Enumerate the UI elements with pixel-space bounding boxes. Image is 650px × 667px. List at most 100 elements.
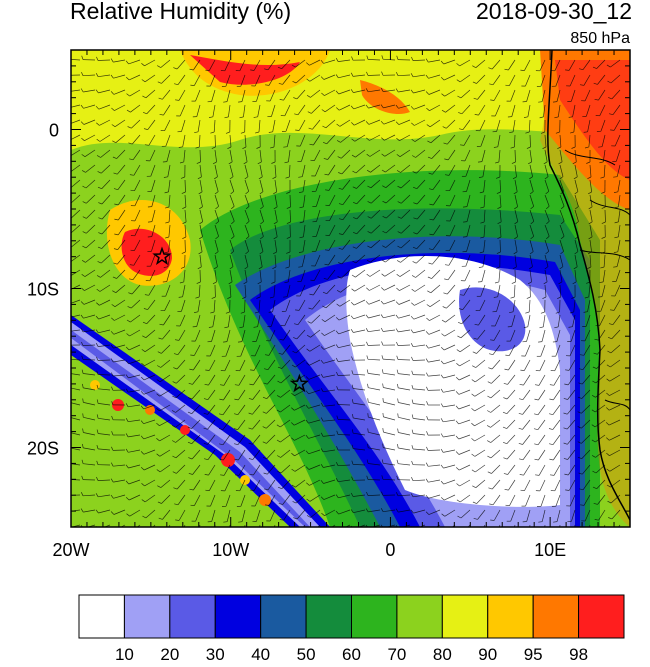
wind-barb bbox=[368, 314, 381, 319]
wind-barb-flag bbox=[554, 116, 559, 119]
wind-barb bbox=[168, 179, 171, 192]
wind-barb-flag bbox=[98, 217, 103, 220]
wind-barb-flag bbox=[204, 458, 209, 461]
wind-barb bbox=[477, 89, 486, 100]
wind-barb bbox=[323, 479, 336, 484]
wind-barb bbox=[368, 329, 381, 333]
wind-barb-flag bbox=[559, 176, 564, 180]
wind-barb bbox=[497, 284, 501, 297]
wind-barb-flag bbox=[588, 221, 593, 225]
wind-barb bbox=[208, 59, 216, 71]
wind-barb bbox=[581, 419, 591, 429]
wind-barb bbox=[356, 179, 366, 189]
wind-barb bbox=[244, 209, 250, 222]
wind-barb-flag bbox=[230, 191, 235, 195]
wind-barb bbox=[238, 374, 246, 386]
wind-barb bbox=[581, 389, 591, 399]
wind-barb-flag bbox=[509, 311, 514, 314]
wind-barb-flag bbox=[80, 328, 84, 333]
wind-barb-flag bbox=[291, 452, 295, 457]
wind-barb bbox=[412, 59, 426, 61]
wind-barb bbox=[134, 194, 141, 206]
wind-barb-flag bbox=[308, 532, 312, 534]
wind-barb bbox=[384, 134, 396, 141]
wind-barb-flag bbox=[380, 300, 384, 305]
wind-barb bbox=[83, 447, 96, 451]
wind-barb bbox=[301, 254, 306, 267]
wind-barb bbox=[514, 134, 516, 148]
wind-barb bbox=[101, 194, 111, 205]
wind-barb bbox=[383, 416, 396, 421]
wind-barb-flag bbox=[579, 84, 584, 86]
wind-barb bbox=[514, 179, 518, 192]
wind-barb-flag bbox=[380, 327, 384, 332]
wind-barb bbox=[83, 299, 96, 305]
wind-barb bbox=[428, 344, 441, 349]
wind-barb bbox=[294, 434, 306, 441]
wind-barb-flag bbox=[189, 488, 194, 491]
wind-barb-flag bbox=[579, 488, 584, 491]
wind-barb-flag bbox=[81, 274, 86, 277]
wind-barb bbox=[458, 419, 471, 425]
wind-barb bbox=[382, 478, 396, 481]
wind-barb bbox=[225, 494, 231, 507]
wind-barb bbox=[383, 104, 396, 109]
wind-barb-flag bbox=[264, 68, 269, 71]
wind-barb bbox=[529, 239, 534, 252]
wind-barb bbox=[595, 449, 606, 458]
wind-barb bbox=[118, 209, 126, 221]
wind-barb bbox=[244, 194, 250, 207]
wind-barb bbox=[267, 59, 276, 71]
wind-barb bbox=[413, 329, 426, 334]
wind-barb bbox=[148, 134, 156, 146]
wind-barb-flag bbox=[429, 218, 434, 221]
wind-barb-flag bbox=[240, 311, 245, 314]
wind-barb-flag bbox=[112, 290, 116, 294]
wind-barb bbox=[459, 464, 471, 471]
wind-barb bbox=[212, 314, 216, 327]
wind-barb-flag bbox=[471, 393, 476, 397]
wind-barb bbox=[115, 134, 126, 143]
wind-barb bbox=[308, 374, 321, 380]
wind-barb bbox=[540, 74, 546, 87]
wind-barb bbox=[266, 404, 276, 414]
wind-barb bbox=[383, 509, 396, 513]
wind-barb-flag bbox=[211, 146, 216, 149]
wind-barb-flag bbox=[208, 116, 213, 118]
wind-barb-flag bbox=[113, 188, 118, 191]
wind-barb bbox=[481, 269, 486, 282]
wind-barb-flag bbox=[254, 537, 258, 538]
wind-barb-flag bbox=[367, 216, 372, 219]
wind-barb bbox=[354, 134, 366, 142]
wind-barb-flag bbox=[426, 431, 429, 436]
wind-barb bbox=[222, 419, 231, 430]
wind-barb bbox=[493, 329, 501, 341]
wind-barb bbox=[483, 209, 486, 223]
wind-barb bbox=[214, 134, 216, 148]
wind-barb-flag bbox=[67, 274, 70, 277]
wind-barb bbox=[326, 284, 336, 294]
wind-barb-flag bbox=[587, 266, 592, 270]
wind-barb bbox=[328, 179, 336, 191]
wind-barb bbox=[228, 104, 231, 117]
wind-barb bbox=[284, 314, 291, 326]
wind-barb-flag bbox=[539, 116, 544, 119]
wind-barb bbox=[146, 314, 156, 324]
wind-barb bbox=[414, 119, 426, 126]
wind-barb bbox=[574, 164, 578, 177]
wind-barb-flag bbox=[271, 161, 276, 164]
wind-barb bbox=[443, 344, 456, 351]
wind-barb bbox=[130, 314, 141, 323]
wind-barb bbox=[308, 389, 321, 395]
wind-barb bbox=[544, 134, 547, 148]
wind-barb-flag bbox=[584, 146, 589, 149]
wind-barb bbox=[413, 89, 426, 94]
station-markers bbox=[152, 246, 310, 393]
wind-barb-flag bbox=[66, 138, 69, 141]
wind-barb bbox=[479, 299, 486, 311]
wind-barb bbox=[398, 104, 411, 109]
wind-barb bbox=[267, 479, 276, 491]
wind-barb bbox=[449, 239, 456, 251]
wind-barb bbox=[462, 299, 471, 310]
wind-barb-flag bbox=[243, 281, 248, 285]
